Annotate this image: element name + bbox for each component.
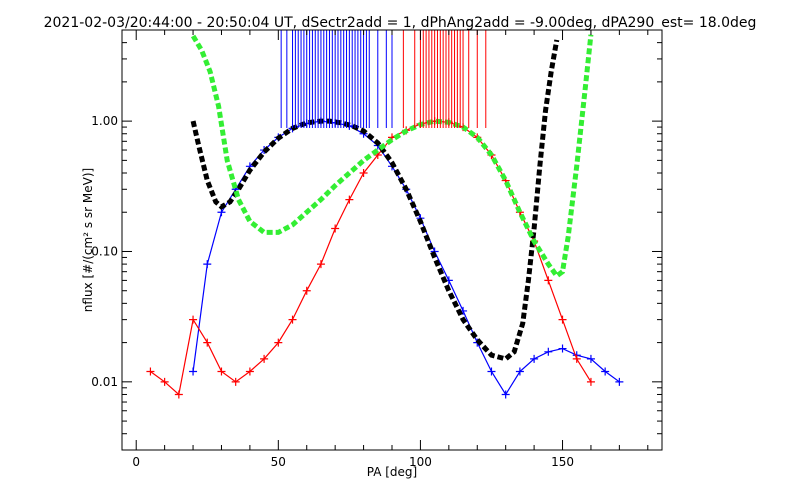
series-point-1 [586,377,595,386]
series-point-1 [260,354,269,363]
series-point-1 [160,377,169,386]
top-tick-layer [280,30,487,128]
series-line-1 [150,120,592,396]
series-point-1 [174,390,183,399]
series-point-1 [572,354,581,363]
x-tick-label: 50 [271,455,286,469]
series-point-1 [558,315,567,324]
series-point-1 [217,367,226,376]
x-tick-label: 150 [551,455,574,469]
series-point-0 [615,377,624,386]
series-point-0 [530,354,539,363]
series-point-1 [245,367,254,376]
series-point-1 [288,315,297,324]
axis-layer: 0 50 100 150 0.01 0.10 1.00 [91,29,662,469]
series-point-0 [558,344,567,353]
series-point-0 [189,367,198,376]
series-point-1 [146,367,155,376]
x-tick-label: 100 [409,455,432,469]
series-point-1 [544,276,553,285]
series-point-1 [331,224,340,233]
series-point-0 [501,390,510,399]
y-tick-label: 0.10 [91,244,118,258]
series-line-2 [190,39,560,362]
series-line-3 [190,34,594,280]
series-point-0 [515,367,524,376]
series-point-0 [203,260,212,269]
x-axis-label: PA [deg] [367,465,417,479]
series-point-0 [586,354,595,363]
series-point-1 [302,286,311,295]
series-point-1 [345,195,354,204]
series-point-1 [203,338,212,347]
series-point-0 [487,367,496,376]
y-tick-label: 1.00 [91,114,118,128]
series-point-1 [359,168,368,177]
series-point-1 [274,338,283,347]
series-layer [146,34,624,399]
series-point-0 [601,367,610,376]
x-tick-label: 0 [132,455,140,469]
series-point-1 [316,260,325,269]
y-tick-label: 0.01 [91,375,118,389]
series-point-1 [231,377,240,386]
y-axis-label: nflux [#/(cm² s sr MeV)] [81,168,95,312]
series-point-1 [189,315,198,324]
chart-title: 2021-02-03/20:44:00 - 20:50:04 UT, dSect… [44,15,757,31]
series-point-0 [544,347,553,356]
